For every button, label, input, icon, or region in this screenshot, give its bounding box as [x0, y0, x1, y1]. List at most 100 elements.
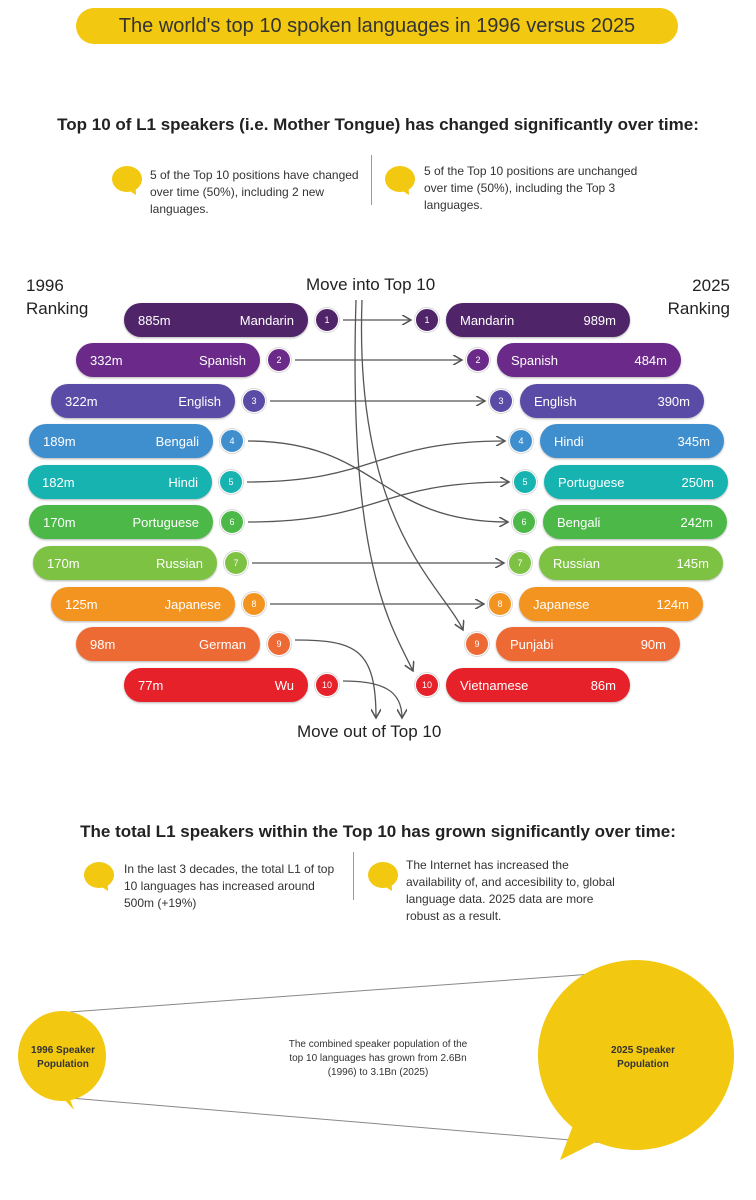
pill-2025-9: Punjabi 90m	[496, 627, 680, 661]
pill-2025-7: Russian 145m	[539, 546, 723, 580]
left-ranking-header: 1996 Ranking	[26, 274, 88, 320]
pill-1996-7: 170m Russian	[33, 546, 217, 580]
section2-heading: The total L1 speakers within the Top 10 …	[80, 822, 676, 841]
speaker-count: 390m	[657, 393, 690, 409]
population-comparison	[18, 960, 734, 1160]
pill-1996-8: 125m Japanese	[51, 587, 235, 621]
arrow-moved	[247, 440, 508, 522]
pill-2025-6: Bengali 242m	[543, 505, 727, 539]
arrows-layer	[246, 299, 756, 760]
year: 2025	[692, 276, 730, 295]
speaker-count: 332m	[90, 352, 123, 368]
speaker-count: 250m	[681, 474, 714, 490]
rank-badge-2025: 7	[508, 551, 532, 575]
speaker-count: 124m	[656, 596, 689, 612]
rank-badge-1996: 9	[267, 632, 291, 656]
rank-badge-1996: 4	[220, 429, 244, 453]
pill-2025-5: Portuguese 250m	[544, 465, 728, 499]
speaker-count: 345m	[677, 433, 710, 449]
label: Ranking	[26, 299, 89, 318]
speaker-count: 98m	[90, 636, 116, 652]
arrow-move-in	[354, 299, 413, 671]
speaker-count: 77m	[138, 677, 164, 693]
population-1996-label: 1996 Speaker Population	[31, 1045, 95, 1070]
rank-badge-1996: 10	[315, 673, 339, 697]
pill-2025-4: Hindi 345m	[540, 424, 724, 458]
language-name: Punjabi	[510, 636, 554, 652]
label: Ranking	[667, 299, 730, 318]
arrow-move-out	[294, 639, 376, 718]
rank-badge-1996: 5	[219, 470, 243, 494]
pill-1996-6: 170m Portuguese	[29, 505, 213, 539]
pill-1996-4: 189m Bengali	[29, 424, 213, 458]
speaker-count: 484m	[634, 352, 667, 368]
population-text: The combined speaker population of the t…	[288, 1039, 468, 1078]
speaker-count: 182m	[42, 474, 75, 490]
rank-badge-1996: 2	[267, 348, 291, 372]
rank-badge-2025: 9	[465, 632, 489, 656]
speaker-count: 242m	[680, 514, 713, 530]
speech-bubble-icon	[385, 166, 415, 192]
move-in-label: Move into Top 10	[306, 275, 436, 294]
rank-badge-2025: 6	[512, 510, 536, 534]
rank-badge-2025: 8	[488, 592, 512, 616]
rank-badge-1996: 8	[242, 592, 266, 616]
speaker-count: 189m	[43, 433, 76, 449]
bubble-2025-icon	[538, 960, 734, 1160]
language-name: Japanese	[164, 596, 221, 612]
rank-badge-2025: 3	[489, 389, 513, 413]
language-name: Wu	[274, 677, 294, 693]
speaker-count: 86m	[590, 677, 616, 693]
speech-bubble-icon	[368, 862, 398, 888]
speaker-count: 125m	[65, 596, 98, 612]
rank-badge-2025: 4	[509, 429, 533, 453]
divider	[353, 852, 354, 900]
note-internet: The Internet has increased the availabil…	[406, 858, 615, 923]
divider	[371, 155, 372, 205]
speaker-count: 322m	[65, 393, 98, 409]
language-name: Japanese	[533, 596, 590, 612]
pill-1996-5: 182m Hindi	[28, 465, 212, 499]
language-name: German	[199, 636, 246, 652]
rank-badge-1996: 3	[242, 389, 266, 413]
arrow-moved	[247, 482, 509, 523]
bubble-1996-icon	[18, 1011, 106, 1110]
connector-line	[69, 971, 621, 1013]
note-growth: In the last 3 decades, the total L1 of t…	[124, 862, 335, 910]
pill-1996-1: 885m Mandarin	[124, 303, 308, 337]
speech-bubble-icon	[84, 862, 114, 888]
language-name: Portuguese	[558, 474, 625, 490]
speaker-count: 885m	[138, 312, 171, 328]
pill-1996-9: 98m German	[76, 627, 260, 661]
pill-1996-3: 322m English	[51, 384, 235, 418]
section1-heading: Top 10 of L1 speakers (i.e. Mother Tongu…	[57, 115, 699, 134]
population-2025-label: 2025 Speaker Population	[611, 1045, 675, 1070]
note-unchanged: 5 of the Top 10 positions are unchanged …	[424, 164, 638, 212]
arrow-move-out	[342, 680, 402, 718]
arrow-move-in	[360, 299, 463, 630]
speaker-count: 989m	[583, 312, 616, 328]
speaker-count: 170m	[47, 555, 80, 571]
language-name: Bengali	[155, 433, 199, 449]
language-name: English	[178, 393, 221, 409]
rank-badge-2025: 5	[513, 470, 537, 494]
note-changed: 5 of the Top 10 positions have changed o…	[150, 168, 359, 216]
language-name: Russian	[156, 555, 203, 571]
move-out-label: Move out of Top 10	[297, 722, 442, 741]
connector-line	[69, 1097, 631, 1146]
right-ranking-header: 2025 Ranking	[668, 274, 730, 320]
rank-badge-2025: 1	[415, 308, 439, 332]
language-name: Spanish	[199, 352, 246, 368]
year: 1996	[26, 276, 64, 295]
rank-badge-1996: 6	[220, 510, 244, 534]
pill-2025-2: Spanish 484m	[497, 343, 681, 377]
language-name: Portuguese	[132, 514, 200, 530]
rank-badge-1996: 1	[315, 308, 339, 332]
speaker-count: 170m	[43, 514, 76, 530]
language-name: Mandarin	[460, 312, 515, 328]
language-name: Mandarin	[239, 312, 294, 328]
rank-badge-2025: 2	[466, 348, 490, 372]
speaker-count: 90m	[640, 636, 666, 652]
pill-1996-2: 332m Spanish	[76, 343, 260, 377]
speech-bubble-icon	[112, 166, 142, 192]
